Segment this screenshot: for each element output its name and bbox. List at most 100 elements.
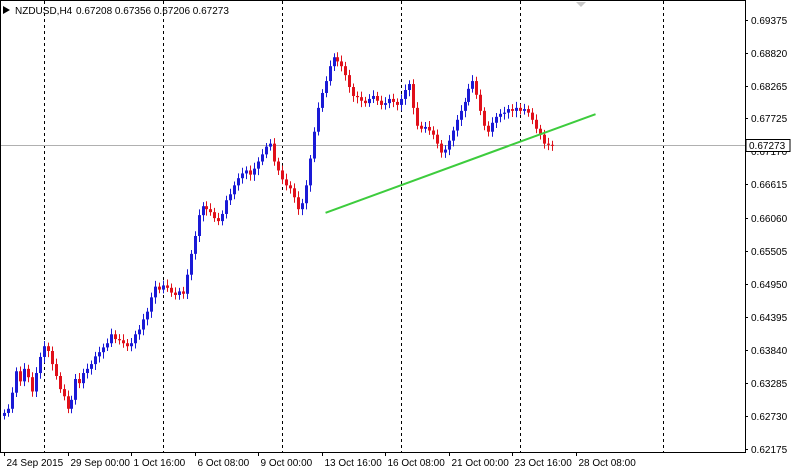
candle-body — [15, 371, 18, 393]
candle — [194, 231, 197, 260]
candle — [392, 93, 395, 108]
candle-body — [198, 215, 201, 236]
candle — [551, 140, 554, 151]
ohlc-values: 0.67208 0.67356 0.67206 0.67273 — [76, 6, 229, 17]
candle-body — [209, 209, 212, 213]
candle — [261, 149, 264, 166]
candle-body — [63, 389, 66, 397]
candle — [43, 340, 46, 363]
candle — [67, 390, 70, 414]
candle — [205, 201, 208, 216]
candle — [47, 342, 50, 358]
candle — [479, 89, 482, 116]
candle-body — [531, 112, 534, 120]
candle — [384, 97, 387, 110]
candle — [162, 280, 165, 294]
x-tick-label: 29 Sep 00:00 — [71, 458, 131, 469]
candle-body — [118, 339, 121, 341]
candle-body — [94, 356, 97, 365]
candle-body — [297, 197, 300, 210]
candle-body — [487, 125, 490, 132]
candle-body — [194, 235, 197, 254]
candle-body — [420, 125, 423, 129]
candle-body — [321, 92, 324, 108]
candle-body — [39, 356, 42, 374]
candle — [420, 121, 423, 133]
candle — [15, 367, 18, 397]
candle — [70, 395, 73, 414]
chart-header: NZDUSD,H4 0.67208 0.67356 0.67206 0.6727… — [3, 2, 586, 17]
current-price-tag — [745, 139, 791, 152]
candle — [174, 287, 177, 300]
candle — [269, 139, 272, 151]
candle-body — [543, 134, 546, 144]
candle — [471, 75, 474, 93]
candle — [90, 360, 93, 375]
candle-body — [535, 119, 538, 129]
candle — [3, 409, 6, 420]
candle — [217, 212, 220, 226]
candle — [460, 105, 463, 126]
x-tick-label: 24 Sep 2015 — [7, 458, 64, 469]
candle — [31, 372, 34, 397]
chart-frame — [0, 0, 746, 453]
x-tick-label: 23 Oct 16:00 — [515, 458, 573, 469]
candle-body — [47, 346, 50, 351]
candle-body — [150, 297, 153, 312]
candle-body — [344, 66, 347, 76]
candle-body — [364, 100, 367, 104]
candle — [317, 102, 320, 136]
candle-body — [348, 75, 351, 88]
candle — [237, 173, 240, 191]
time-axis: 24 Sep 2015 29 Sep 00:00 1 Oct 16:00 6 Oct … — [4, 452, 636, 469]
candle — [483, 107, 486, 131]
candle-body — [511, 109, 514, 111]
candle — [507, 105, 510, 119]
candle-body — [213, 212, 216, 219]
candle — [233, 181, 236, 200]
candle — [245, 166, 248, 180]
candle — [340, 55, 343, 72]
candle — [154, 280, 157, 304]
candle — [416, 102, 419, 130]
candle-body — [122, 340, 125, 344]
x-tick-label: 9 Oct 00:00 — [261, 458, 313, 469]
candle-body — [329, 66, 332, 82]
y-tick-label: 0.66060 — [751, 214, 788, 225]
candle-body — [388, 98, 391, 104]
candle — [19, 366, 22, 386]
candle-body — [360, 97, 363, 101]
candle — [82, 368, 85, 389]
candle — [344, 61, 347, 81]
candle-body — [408, 84, 411, 91]
candle — [527, 105, 530, 117]
candle-body — [190, 253, 193, 275]
y-tick-label: 0.64950 — [751, 280, 788, 291]
candle-body — [261, 154, 264, 162]
candle-body — [372, 95, 375, 99]
candle-body — [23, 368, 26, 382]
candle — [213, 207, 216, 222]
candle — [170, 283, 173, 297]
candle-body — [82, 373, 85, 384]
candle — [467, 83, 470, 106]
candle — [35, 367, 38, 397]
candle — [134, 330, 137, 349]
candle — [202, 202, 205, 222]
candle — [511, 104, 514, 118]
candle — [301, 198, 304, 216]
y-tick-label: 0.67725 — [751, 114, 788, 125]
candle-body — [336, 57, 339, 62]
candle — [277, 157, 280, 175]
scroll-shift-marker-icon[interactable] — [576, 2, 586, 7]
candle — [547, 137, 550, 151]
candle-body — [86, 368, 89, 374]
candle-body — [539, 128, 542, 135]
trendline-layer[interactable] — [325, 113, 596, 214]
candle — [198, 209, 201, 242]
candle-body — [400, 98, 403, 105]
candle — [86, 363, 89, 379]
candle-body — [340, 61, 343, 67]
